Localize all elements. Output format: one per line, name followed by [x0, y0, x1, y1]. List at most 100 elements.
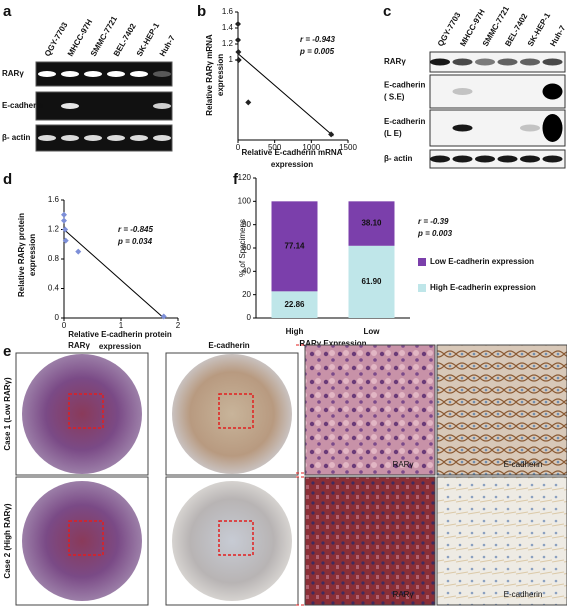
blot-band	[542, 83, 563, 100]
zoom-image	[436, 344, 567, 476]
lane-label: BEL-7402	[112, 22, 138, 59]
row-label: Case 2 (High RARγ)	[3, 503, 12, 578]
y-axis-label: Relative RARγ mRNA	[205, 34, 214, 116]
gel-band	[38, 135, 56, 141]
blot-band	[452, 58, 473, 66]
gel-band	[130, 135, 148, 141]
gel-band	[84, 71, 102, 77]
x-axis-label: Relative E-cadherin mRNA	[242, 148, 343, 157]
gel-box	[35, 61, 173, 87]
gel-band	[130, 71, 148, 77]
trendline	[63, 229, 165, 319]
annotation: r = -0.845	[118, 225, 153, 234]
gel-band	[61, 135, 79, 141]
zoom-label: RARγ	[393, 460, 414, 469]
annotation: p = 0.034	[117, 237, 153, 246]
y-axis-label: % of Specimens	[238, 219, 247, 277]
y-tick-label: 1.2	[48, 225, 60, 234]
value-label: 77.14	[284, 241, 305, 250]
x-tick-label: High	[286, 327, 304, 336]
annotation: p = 0.003	[417, 229, 453, 238]
blot-band	[497, 58, 518, 66]
y-tick-label: 80	[242, 220, 251, 229]
tissue-core	[22, 354, 142, 474]
blot-band	[452, 124, 473, 132]
row-label: E-cadherin	[384, 117, 425, 126]
row-label: β- actin	[2, 133, 31, 142]
trendline	[237, 53, 334, 137]
zoom-image	[304, 476, 436, 606]
y-tick-label: 0.8	[48, 254, 60, 263]
blot-band	[520, 155, 540, 163]
blot-band	[497, 155, 518, 163]
panel-label: d	[3, 171, 12, 188]
y-tick-label: 0	[55, 313, 60, 322]
row-label: RARγ	[384, 57, 406, 66]
gel-band	[107, 135, 125, 141]
x-axis-label: expression	[99, 342, 141, 351]
annotation: r = -0.39	[418, 217, 449, 226]
roi-box	[68, 393, 104, 429]
blot-band	[542, 155, 563, 163]
bar-segment	[271, 201, 318, 292]
x-tick-label: Low	[364, 327, 381, 336]
x-tick-label: 1500	[339, 143, 357, 152]
point	[235, 57, 242, 63]
value-label: 61.90	[361, 277, 382, 286]
bar-segment	[348, 245, 395, 318]
blot-band	[520, 124, 540, 132]
y-tick-label: 1.2	[222, 39, 234, 48]
zoom-image	[436, 476, 567, 606]
y-tick-label: 1	[229, 55, 234, 64]
blot-band	[542, 58, 563, 66]
gel-band	[61, 71, 79, 77]
point	[62, 237, 69, 244]
gel-band	[153, 135, 171, 141]
y-tick-label: 100	[238, 196, 252, 205]
x-tick-label: 2	[176, 321, 181, 330]
gel-band	[61, 103, 79, 109]
tissue-core	[172, 354, 292, 474]
y-tick-label: 1.4	[222, 23, 234, 32]
blot-band	[452, 155, 473, 163]
x-tick-label: 1000	[302, 143, 320, 152]
y-tick-label: 120	[238, 173, 252, 182]
lane-label: Huh-7	[548, 23, 567, 48]
blot-band	[452, 88, 473, 95]
tissue-core	[22, 481, 142, 601]
row-label: Case 1 (Low RARγ)	[3, 377, 12, 451]
panel-label: f	[233, 171, 239, 188]
legend-swatch	[418, 258, 426, 266]
annotation: p = 0.005	[299, 47, 335, 56]
zoom-label: E-cadherin	[504, 590, 543, 599]
column-header: RARγ	[68, 341, 90, 350]
panel-label: b	[197, 3, 206, 20]
bar-segment	[271, 291, 318, 318]
y-tick-label: 1.6	[48, 195, 60, 204]
roi-box	[218, 393, 254, 429]
point	[328, 131, 335, 138]
point	[245, 99, 252, 106]
panel-label: a	[3, 3, 12, 20]
zoom-image	[304, 344, 436, 476]
column-header: E-cadherin	[208, 341, 249, 350]
roi-box	[68, 520, 104, 556]
x-axis-label: expression	[271, 160, 313, 169]
point	[235, 21, 241, 27]
point	[62, 226, 69, 233]
y-tick-label: 60	[242, 243, 251, 252]
row-label: ( S.E)	[384, 93, 405, 102]
point	[61, 211, 67, 218]
gel-band	[38, 71, 56, 77]
row-label: β- actin	[384, 154, 413, 163]
x-tick-label: 0	[236, 143, 241, 152]
legend-label: Low E-cadherin expression	[430, 257, 534, 266]
blot-band	[475, 58, 495, 66]
row-label: E-cadherin	[384, 81, 425, 90]
panel-label: c	[383, 3, 391, 20]
bar-segment	[348, 201, 395, 246]
y-axis-label: Relative RARγ protein	[17, 213, 26, 297]
zoom-label: RARγ	[393, 590, 414, 599]
lane-label: Huh-7	[158, 33, 177, 58]
